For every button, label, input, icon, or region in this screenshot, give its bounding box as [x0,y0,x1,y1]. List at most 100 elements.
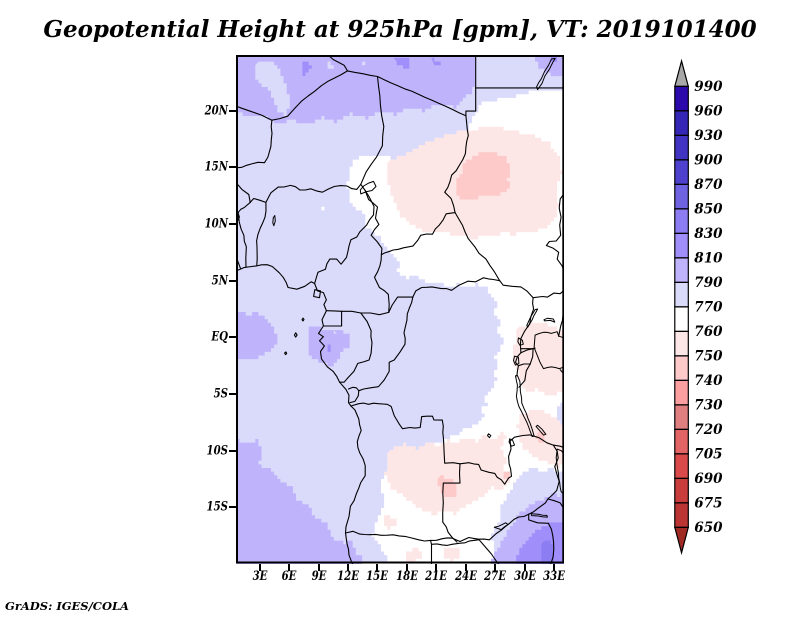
colorbar-box-850-870 [674,183,689,210]
colorbar-label-850: 850 [694,202,723,218]
lon-tick-label-21E: 21E [425,569,448,584]
lake-albert [526,308,539,328]
pink-chad-dot2 [418,174,429,182]
lat-tick-mark [229,166,236,169]
lon-tick-mark [405,563,408,571]
pink-zambia-core [437,475,457,497]
colorbar-label-790: 790 [694,275,723,291]
colorbar-box-790-810 [674,257,689,283]
lake-cahora-bassa [530,513,548,518]
deep810-band-dot1 [302,61,312,77]
lat-tick-mark [229,393,236,396]
lake-tanganyika [514,374,535,438]
lon-tick-mark [376,563,379,571]
lon-tick-label-27E: 27E [484,569,507,584]
plot-title: Geopotential Height at 925hPa [gpm], VT:… [43,16,757,43]
lat-tick-label-15N: 15N [204,159,228,175]
colorbar-label-830: 830 [694,226,723,242]
border-algeria-mali [236,105,273,121]
colorbar-box-705-720 [674,428,689,455]
border-benin-nigeria [256,201,267,266]
peri790-atlantic-eq [236,311,278,363]
lon-tick-mark [464,563,467,571]
border-libya-sudan [465,87,477,117]
lake-kivu [512,355,520,366]
colorbar-box-760-770 [674,306,689,332]
border-angola-namibia [344,530,432,542]
lat-tick-mark [229,109,236,112]
border-gabon-congo [339,312,373,383]
lake-edward [517,337,524,346]
border-togo-benin [237,212,247,268]
lon-tick-label-33E: 33E [543,569,566,584]
lon-tick-label-18E: 18E [395,569,418,584]
lat-tick-label-5S: 5S [213,386,228,402]
deep810-gabon-dot [327,344,334,352]
colorbar-box-930-960 [674,110,689,137]
border-niger-libya [346,70,379,78]
colorbar-box-730-740 [674,379,689,406]
border-mali-niger [236,119,273,169]
border-cameroon-s [325,310,390,316]
border-rwanda-burundi [517,363,531,367]
border-sudan-uganda [532,289,565,299]
colorbar-label-810: 810 [694,251,723,267]
pink-botswana-dot2 [443,547,460,563]
lon-tick-mark [523,563,526,571]
colorbar-label-650: 650 [694,520,723,536]
deep810-band-dot2 [393,57,410,69]
lat-tick-label-5N: 5N [211,273,228,289]
lat-tick-label-EQ: EQ [211,329,228,345]
colorbar-label-730: 730 [694,398,723,414]
border-algeria-niger [271,70,349,121]
pink-chad-dot1 [415,155,429,167]
pink-angola-dot [384,515,397,530]
sao-tome-island [293,332,298,338]
colorbar-label-675: 675 [694,496,722,512]
border-burundi-drc [516,365,519,377]
lon-tick-mark [258,563,261,571]
colorbar-label-720: 720 [694,422,723,438]
light770-sahara-notch [255,61,290,117]
deep810-band-dot3 [431,57,441,66]
border-chad-car [380,212,456,256]
peri790-atlantic-south [236,438,363,564]
lat-tick-mark [229,449,236,452]
lon-tick-label-3E: 3E [252,569,267,584]
lake-victoria [533,331,565,370]
lat-tick-label-20N: 20N [204,103,228,119]
light770-band-dot1 [327,61,334,69]
lon-tick-mark [288,563,291,571]
lon-tick-mark [317,563,320,571]
border-drc-angola [350,402,461,465]
colorbar-label-760: 760 [694,324,723,340]
border-caprivi-s [430,539,480,546]
colorbar-box-720-730 [674,404,689,430]
lat-tick-label-10S: 10S [206,443,228,459]
colorbar-box-675-690 [674,477,689,504]
annobon-island [284,351,288,356]
colorbar-triangle-above [674,58,690,87]
lat-tick-mark [229,336,236,339]
colorbar: 990 960 930 900 870 850 830 810 790 770 760 750 740 7… [674,58,723,556]
colorbar-box-650-675 [674,502,689,528]
lake-upemba [486,433,492,439]
border-car-sudan [454,212,501,282]
border-car-drc [412,277,501,298]
colorbar-triangle-below [674,526,690,556]
pink-zambia [384,431,510,516]
border-eqguinea-gabon [322,310,343,327]
colorbar-label-770: 770 [694,300,723,316]
colorbar-label-705: 705 [694,447,722,463]
border-niger-benin [249,197,267,203]
light770-band-dot2 [362,61,369,66]
principe-island [301,317,305,322]
border-zambia-mozambique [528,498,549,515]
border-burkina-benin [237,201,251,214]
border-congo-cabinda [347,386,360,392]
lake-nasser [536,57,556,91]
border-chad-libya [376,75,467,117]
bioko-island [313,289,322,299]
colorbar-box-810-830 [674,232,689,259]
border-cameroon-car [373,254,390,313]
